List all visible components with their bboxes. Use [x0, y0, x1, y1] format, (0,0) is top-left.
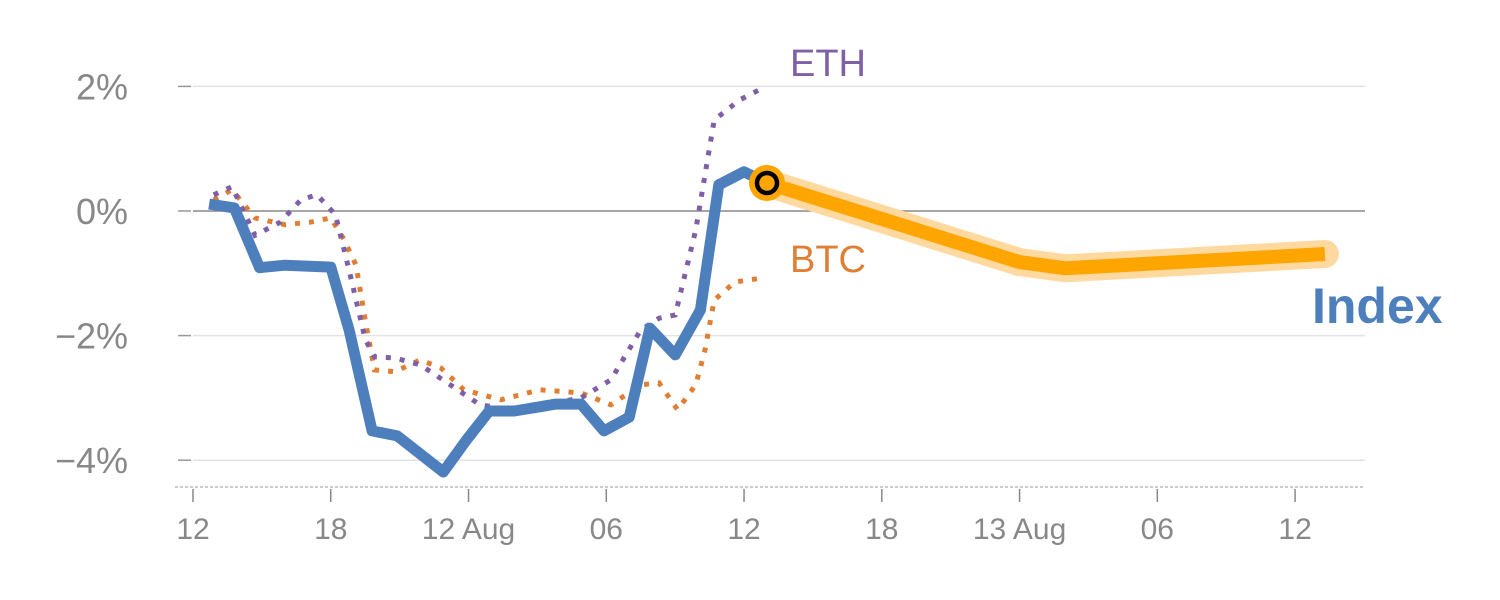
y-tick-label: −2%	[55, 316, 128, 357]
x-tick-label: 12	[176, 513, 209, 546]
x-tick-label: 06	[590, 513, 623, 546]
y-axis: 2% 0% −2% −4%	[55, 66, 191, 481]
x-tick-label: 18	[314, 513, 347, 546]
current-point-ring	[754, 170, 780, 196]
series-label-eth: ETH	[790, 43, 866, 85]
y-tick-label: 0%	[76, 191, 128, 232]
series-lines	[208, 84, 1339, 478]
grid	[193, 85, 1365, 461]
y-tick-label: −4%	[55, 440, 128, 481]
x-tick-label: 12	[1278, 513, 1311, 546]
series-line-index-forecast	[764, 176, 1326, 276]
series-line-eth	[212, 84, 766, 413]
x-tick-label: 12 Aug	[422, 513, 515, 546]
x-tick-label: 06	[1141, 513, 1174, 546]
series-label-btc: BTC	[790, 239, 866, 281]
y-tick-label: 2%	[76, 66, 128, 107]
x-tick-label: 13 Aug	[973, 513, 1066, 546]
series-label-index: Index	[1312, 278, 1443, 334]
x-axis: 12 18 12 Aug 06 12 18 13 Aug 06 12	[175, 486, 1365, 546]
x-tick-label: 18	[865, 513, 898, 546]
series-line-btc	[212, 186, 766, 415]
series-line-index	[208, 166, 770, 478]
x-tick-label: 12	[727, 513, 760, 546]
